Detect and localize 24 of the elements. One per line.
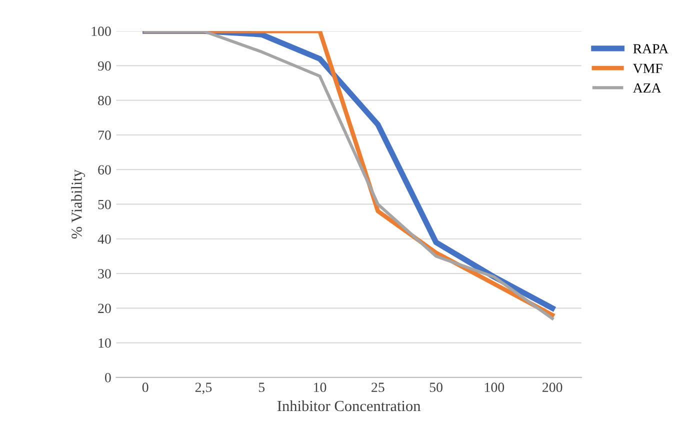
x-tick-label: 10 xyxy=(314,382,326,392)
legend-label: AZA xyxy=(632,83,662,93)
y-tick-label: 70 xyxy=(98,130,111,140)
x-tick-label: 0 xyxy=(142,382,148,392)
y-tick-label: 20 xyxy=(98,304,111,314)
x-tick-label: 2,5 xyxy=(195,382,212,394)
y-tick-label: 50 xyxy=(98,200,111,210)
y-tick-label: 40 xyxy=(98,234,111,244)
y-tick-label: 60 xyxy=(98,165,111,175)
y-axis-title: % Viability xyxy=(71,169,86,239)
y-tick-label: 90 xyxy=(98,61,111,71)
y-tick-label: 100 xyxy=(92,26,111,36)
x-tick-label: 200 xyxy=(542,382,562,392)
x-tick-label: 100 xyxy=(484,382,504,392)
y-tick-label: 30 xyxy=(98,269,111,278)
y-tick-label: 10 xyxy=(98,338,111,348)
legend-label: VMF xyxy=(632,64,662,74)
y-tick-label: 0 xyxy=(105,372,111,382)
x-tick-label: 5 xyxy=(258,382,265,392)
x-tick-label: 25 xyxy=(372,382,384,392)
legend-label: RAPA xyxy=(633,44,668,54)
x-axis-title: Inhibitor Concentration xyxy=(277,400,421,412)
y-tick-label: 80 xyxy=(98,96,111,106)
x-tick-label: 50 xyxy=(430,382,442,392)
